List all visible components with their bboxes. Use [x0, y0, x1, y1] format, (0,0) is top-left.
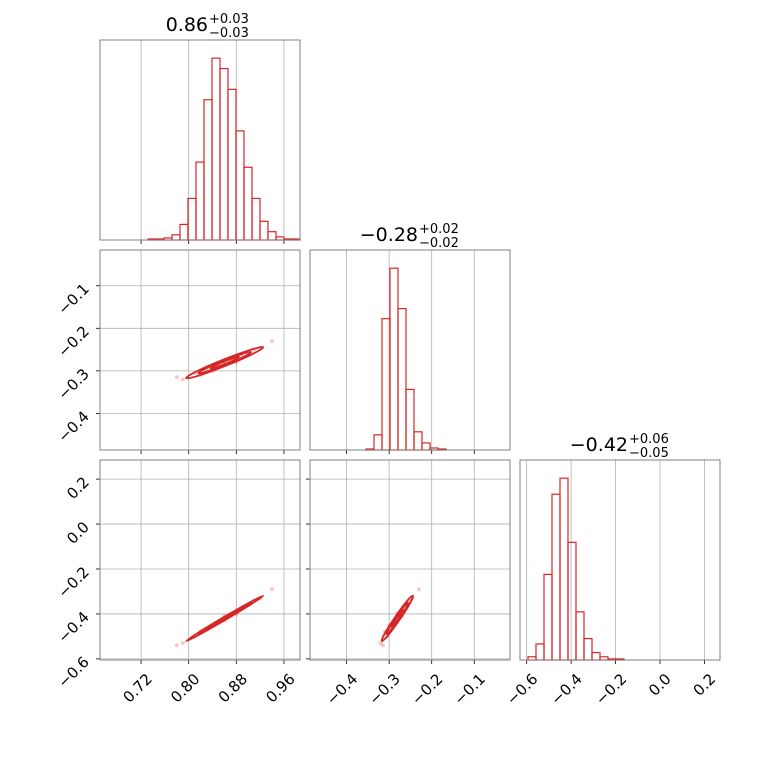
title-upper: +0.03 [209, 12, 249, 27]
x-tick-label: 0.0 [645, 670, 675, 700]
hist-bin [243, 166, 253, 241]
title-upper: +0.06 [629, 432, 669, 447]
hist-bin [267, 231, 277, 241]
panel-frame [99, 39, 301, 241]
hist-bin [259, 220, 269, 241]
x-tick-label: 0.96 [262, 670, 298, 706]
hist-bin [389, 267, 399, 451]
hist-bin [405, 388, 415, 451]
panel-title: −0.42 [570, 434, 628, 456]
panel-frame [519, 459, 721, 661]
title-upper: +0.02 [419, 222, 459, 237]
hist-bin [591, 651, 601, 661]
y-tick-label: −0.2 [54, 563, 92, 601]
x-tick-label: −0.6 [503, 670, 541, 708]
sample-point [180, 641, 185, 646]
title-lower: −0.03 [209, 26, 249, 41]
hist-bin [195, 161, 205, 241]
title-lower: −0.02 [419, 236, 459, 251]
sample-point [380, 643, 385, 648]
hist-bin [227, 88, 237, 241]
hist-bin [583, 638, 593, 661]
y-tick-label: −0.1 [54, 280, 92, 318]
panel-frame [99, 459, 301, 661]
y-tick-label: 0.2 [63, 473, 93, 503]
y-tick-label: −0.3 [54, 365, 92, 403]
hist-bin [235, 130, 245, 241]
hist-bin [373, 434, 383, 451]
panel-title: 0.86 [166, 14, 208, 36]
hist-bin [211, 57, 221, 241]
hist-bin [421, 442, 431, 451]
contour [209, 355, 241, 370]
x-tick-label: −0.4 [323, 670, 361, 708]
panel-title: −0.28 [360, 224, 418, 246]
hist-bin [575, 611, 585, 661]
hist-bin [413, 431, 423, 451]
panel-frame [99, 249, 301, 451]
y-tick-label: −0.4 [54, 408, 92, 446]
hist-bin [187, 197, 197, 241]
hist-bin [397, 307, 407, 451]
hist-bin [203, 99, 213, 241]
hist-bin [543, 573, 553, 661]
hist-bin [551, 493, 561, 661]
sample-point [174, 375, 179, 380]
y-tick-label: 0.0 [63, 518, 93, 548]
contour [185, 594, 265, 643]
x-tick-label: 0.88 [215, 670, 251, 706]
x-tick-label: −0.4 [547, 670, 585, 708]
hist-bin [567, 541, 577, 661]
x-tick-label: 0.72 [119, 670, 155, 706]
hist-bin [171, 234, 181, 241]
sample-point [270, 339, 275, 344]
panel-frame [309, 249, 511, 451]
hist-bin [251, 197, 261, 241]
sample-point [174, 643, 179, 648]
y-tick-label: −0.6 [54, 653, 92, 691]
x-tick-label: 0.2 [690, 670, 720, 700]
title-lower: −0.05 [629, 446, 669, 461]
x-tick-label: −0.3 [365, 670, 403, 708]
sample-point [180, 377, 185, 382]
contour [197, 350, 253, 375]
hist-bin [179, 223, 189, 241]
contour [185, 346, 265, 380]
hist-bin [535, 643, 545, 661]
hist-bin [219, 67, 229, 241]
hist-bin [559, 477, 569, 661]
sample-point [270, 587, 275, 592]
sample-point [416, 587, 421, 592]
y-tick-label: −0.2 [54, 322, 92, 360]
sample-point [378, 641, 383, 646]
contour [380, 594, 414, 643]
x-tick-label: −0.2 [592, 670, 630, 708]
y-tick-label: −0.4 [54, 608, 92, 646]
x-tick-label: 0.80 [167, 670, 203, 706]
panel-frame [309, 459, 511, 661]
x-tick-label: −0.2 [408, 670, 446, 708]
x-tick-label: −0.1 [451, 670, 489, 708]
